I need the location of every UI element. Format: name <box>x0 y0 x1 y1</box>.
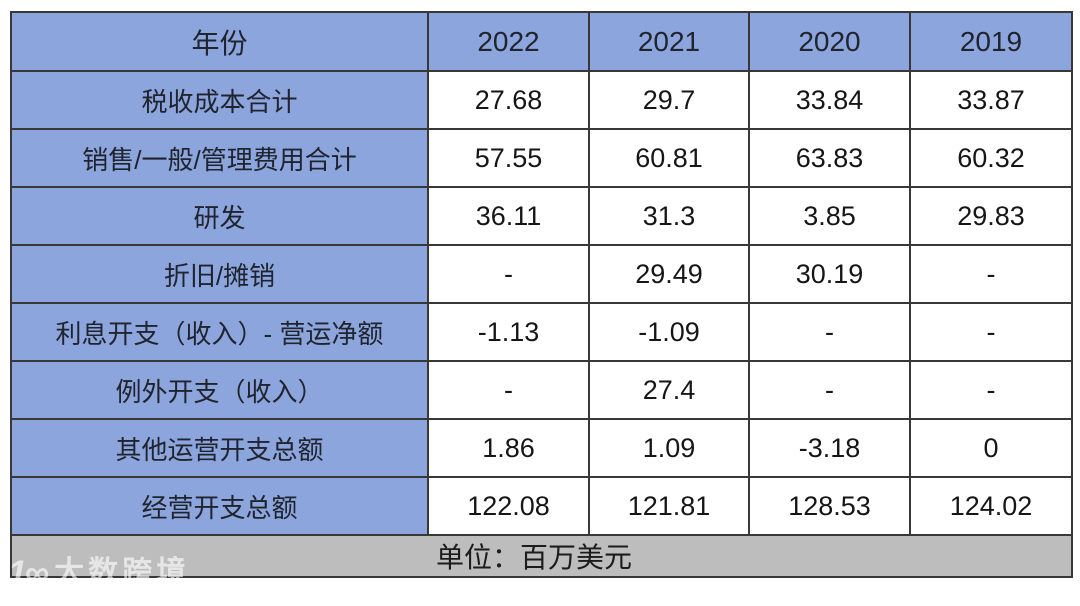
table-cell: 128.53 <box>748 476 911 536</box>
header-col-2021: 2021 <box>588 11 750 72</box>
table-cell: 1.86 <box>427 418 590 478</box>
table-row: 税收成本合计 27.68 29.7 33.84 33.87 <box>10 70 1073 130</box>
table-cell: -1.09 <box>588 302 750 362</box>
table-row: 销售/一般/管理费用合计 57.55 60.81 63.83 60.32 <box>10 128 1073 188</box>
table-cell: 3.85 <box>748 186 911 246</box>
table-cell: - <box>427 360 590 420</box>
row-label: 销售/一般/管理费用合计 <box>10 128 429 188</box>
table-cell: 124.02 <box>909 476 1073 536</box>
header-year-label: 年份 <box>10 11 429 72</box>
table-cell: - <box>427 244 590 304</box>
table-cell: 29.83 <box>909 186 1073 246</box>
unit-note: 单位：百万美元 <box>10 534 1073 578</box>
row-label: 例外开支（收入） <box>10 360 429 420</box>
table-cell: - <box>909 302 1073 362</box>
operating-expenses-table: 年份 2022 2021 2020 2019 税收成本合计 27.68 29.7… <box>10 11 1073 578</box>
header-col-2020: 2020 <box>748 11 911 72</box>
table-row: 研发 36.11 31.3 3.85 29.83 <box>10 186 1073 246</box>
table-cell: 33.87 <box>909 70 1073 130</box>
table-cell: 1.09 <box>588 418 750 478</box>
table-cell: 60.81 <box>588 128 750 188</box>
table-cell: 30.19 <box>748 244 911 304</box>
table-cell: 57.55 <box>427 128 590 188</box>
table-row: 经营开支总额 122.08 121.81 128.53 124.02 <box>10 476 1073 536</box>
table-cell: 121.81 <box>588 476 750 536</box>
table-row: 例外开支（收入） - 27.4 - - <box>10 360 1073 420</box>
table-cell: 0 <box>909 418 1073 478</box>
table-cell: 27.68 <box>427 70 590 130</box>
table-cell: - <box>748 360 911 420</box>
table-cell: 36.11 <box>427 186 590 246</box>
table-cell: 27.4 <box>588 360 750 420</box>
table-row: 利息开支（收入）- 营运净额 -1.13 -1.09 - - <box>10 302 1073 362</box>
row-label: 折旧/摊销 <box>10 244 429 304</box>
table-cell: 29.49 <box>588 244 750 304</box>
row-label: 研发 <box>10 186 429 246</box>
table-cell: 63.83 <box>748 128 911 188</box>
table-cell: -1.13 <box>427 302 590 362</box>
row-label: 其他运营开支总额 <box>10 418 429 478</box>
table-row: 其他运营开支总额 1.86 1.09 -3.18 0 <box>10 418 1073 478</box>
unit-row: 单位：百万美元 <box>10 534 1073 578</box>
table-cell: -3.18 <box>748 418 911 478</box>
table-cell: 31.3 <box>588 186 750 246</box>
table-cell: - <box>909 244 1073 304</box>
table-cell: - <box>748 302 911 362</box>
table-cell: 33.84 <box>748 70 911 130</box>
table-cell: 122.08 <box>427 476 590 536</box>
table-cell: 60.32 <box>909 128 1073 188</box>
table-row: 折旧/摊销 - 29.49 30.19 - <box>10 244 1073 304</box>
header-col-2019: 2019 <box>909 11 1073 72</box>
header-col-2022: 2022 <box>427 11 590 72</box>
row-label: 经营开支总额 <box>10 476 429 536</box>
header-row: 年份 2022 2021 2020 2019 <box>10 11 1073 72</box>
row-label: 税收成本合计 <box>10 70 429 130</box>
table-cell: - <box>909 360 1073 420</box>
table-cell: 29.7 <box>588 70 750 130</box>
row-label: 利息开支（收入）- 营运净额 <box>10 302 429 362</box>
